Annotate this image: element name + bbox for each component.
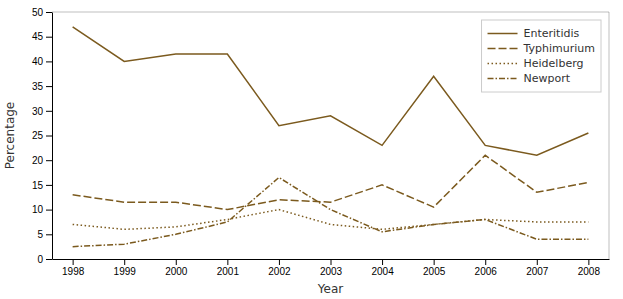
tick-label: 10 xyxy=(32,204,44,215)
tick: 25 xyxy=(32,130,52,141)
tick-mark xyxy=(382,259,383,265)
tick-mark xyxy=(537,259,538,265)
legend-item: Newport xyxy=(488,72,571,85)
tick: 5 xyxy=(37,229,52,240)
tick-label: 20 xyxy=(32,155,44,166)
legend: Enteritidis Typhimurium Heidelberg Newport xyxy=(482,20,601,92)
legend-label: Newport xyxy=(524,72,571,85)
tick-label: 50 xyxy=(32,7,44,18)
y-axis: 0 5 10 15 20 25 30 35 40 45 50 xyxy=(32,7,53,265)
legend-swatch xyxy=(488,33,518,35)
frame xyxy=(52,12,609,13)
tick-mark xyxy=(46,111,52,112)
y-axis-title: Percentage xyxy=(3,102,17,170)
tick-mark xyxy=(176,259,177,265)
tick-mark xyxy=(46,37,52,38)
series-line xyxy=(73,177,589,246)
legend-label: Typhimurium xyxy=(523,42,595,55)
tick: 2004 xyxy=(371,259,394,277)
legend-swatch xyxy=(488,78,518,80)
tick: 0 xyxy=(37,254,52,265)
tick-label: 1998 xyxy=(62,266,85,277)
tick-label: 2007 xyxy=(526,266,549,277)
tick-label: 2006 xyxy=(475,266,498,277)
series-line xyxy=(73,210,589,230)
axis-line xyxy=(52,13,53,260)
tick: 1999 xyxy=(114,259,137,277)
chart: 1998199920002001200220032004200520062007… xyxy=(0,0,623,299)
tick-mark xyxy=(46,185,52,186)
tick: 1998 xyxy=(62,259,85,277)
tick-label: 2004 xyxy=(371,266,394,277)
tick-label: 1999 xyxy=(114,266,137,277)
tick-label: 2002 xyxy=(268,266,291,277)
tick-label: 0 xyxy=(37,254,43,265)
tick-label: 25 xyxy=(32,130,44,141)
tick-label: 2003 xyxy=(320,266,343,277)
legend-item: Typhimurium xyxy=(488,42,595,55)
tick-label: 2001 xyxy=(217,266,240,277)
tick-label: 35 xyxy=(32,81,44,92)
tick: 40 xyxy=(32,56,52,67)
tick-label: 5 xyxy=(37,229,43,240)
tick-mark xyxy=(46,234,52,235)
plot: 1998199920002001200220032004200520062007… xyxy=(32,7,610,277)
tick: 35 xyxy=(32,81,52,92)
tick-mark xyxy=(227,259,228,265)
tick: 2006 xyxy=(475,259,498,277)
legend-item: Enteritidis xyxy=(488,27,580,40)
legend-swatch xyxy=(488,48,518,50)
tick-mark xyxy=(46,12,52,13)
tick-mark xyxy=(434,259,435,265)
x-axis: 1998 1999 2000 2001 2002 2003 2004 2005 2006 2007… xyxy=(53,259,610,277)
tick-mark xyxy=(46,86,52,87)
tick-mark xyxy=(124,259,125,265)
tick-label: 15 xyxy=(32,180,44,191)
tick-mark xyxy=(279,259,280,265)
tick: 10 xyxy=(32,204,52,215)
legend-box xyxy=(482,20,601,92)
tick: 2000 xyxy=(165,259,188,277)
tick-mark xyxy=(46,210,52,211)
x-axis-title: Year xyxy=(317,282,343,296)
tick-mark xyxy=(485,259,486,265)
frame xyxy=(609,12,610,259)
tick: 20 xyxy=(32,155,52,166)
tick-label: 40 xyxy=(32,56,44,67)
tick-label: 45 xyxy=(32,31,44,42)
tick-mark xyxy=(46,136,52,137)
tick: 2005 xyxy=(423,259,446,277)
tick-mark xyxy=(331,259,332,265)
tick-mark xyxy=(588,259,589,265)
tick-mark xyxy=(46,160,52,161)
legend-label: Heidelberg xyxy=(524,57,584,70)
tick: 2008 xyxy=(578,259,601,277)
tick-label: 2000 xyxy=(165,266,188,277)
tick-mark xyxy=(46,259,52,260)
tick-mark xyxy=(46,61,52,62)
legend-label: Enteritidis xyxy=(524,27,580,40)
tick-label: 2008 xyxy=(578,266,601,277)
tick: 30 xyxy=(32,106,52,117)
legend-swatch xyxy=(488,63,518,65)
tick-label: 30 xyxy=(32,106,44,117)
tick: 45 xyxy=(32,31,52,42)
tick: 15 xyxy=(32,180,52,191)
tick: 2003 xyxy=(320,259,343,277)
tick: 50 xyxy=(32,7,52,18)
tick: 2001 xyxy=(217,259,240,277)
tick-mark xyxy=(73,259,74,265)
legend-item: Heidelberg xyxy=(488,57,584,70)
tick-label: 2005 xyxy=(423,266,446,277)
series-line xyxy=(73,155,589,209)
tick: 2007 xyxy=(526,259,549,277)
tick: 2002 xyxy=(268,259,291,277)
